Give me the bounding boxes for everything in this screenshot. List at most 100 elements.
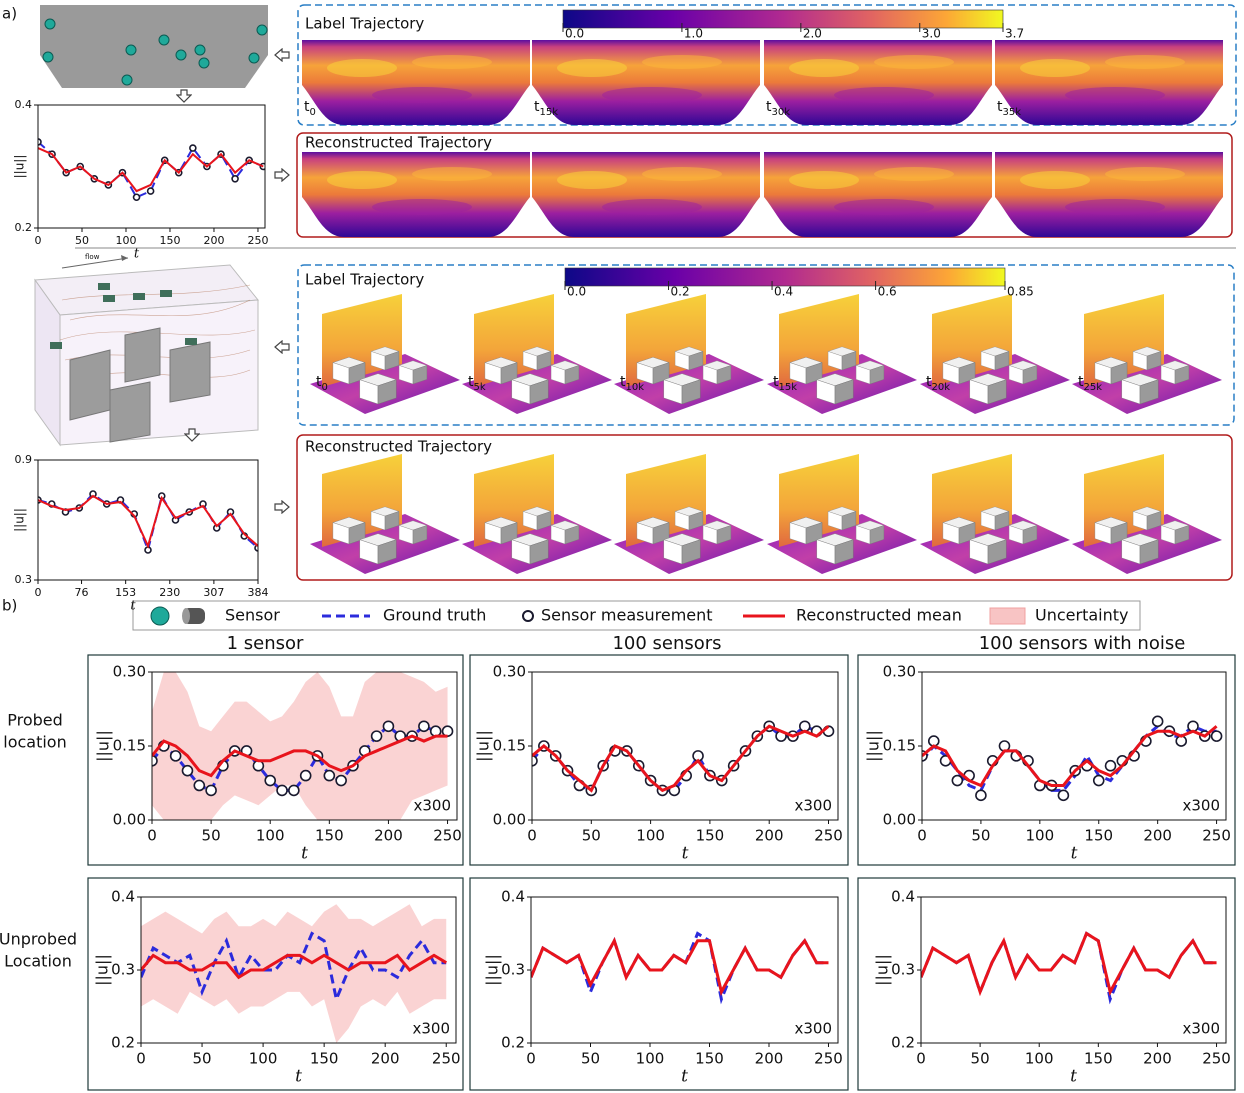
arrow [275,501,289,513]
ground-truth-line [531,934,828,1000]
arrow [275,341,289,353]
chart: 0761532303073840.30.9t||u|| [13,453,269,614]
page: a) b) flow Sensor Ground truth Sensor me… [0,0,1244,1093]
x-tick-label: 100 [115,234,136,247]
x-tick-label: 153 [115,586,136,599]
annotation: x300 [1182,1020,1220,1038]
reconstruction-line [921,934,1217,992]
x-tick-label: 384 [248,586,269,599]
y-axis-label: ||u|| [873,954,892,986]
label-snapshot [310,294,460,414]
measurement-marker [952,776,962,786]
measurement-marker [383,721,393,731]
x-tick-label: 0 [35,586,42,599]
measurement-marker [1153,716,1163,726]
legend: Sensor Ground truth Sensor measurement R… [133,601,1140,630]
measurement-marker [194,780,204,790]
y-axis-label: ||u|| [13,508,27,532]
ground-truth-line [38,494,258,550]
x-tick-label: 150 [696,827,725,845]
y-axis-label: ||u|| [13,155,27,179]
measurement-marker [324,771,334,781]
label-snapshot [614,294,764,414]
arrow [275,49,289,61]
colorbar-tick-label: 1.0 [684,27,703,41]
x-tick-label: 200 [1143,827,1172,845]
row-label: Unprobed [0,930,77,949]
x-tick-label: 200 [203,234,224,247]
label-snapshot [995,40,1223,125]
measurement-marker [289,785,299,795]
colorbar [565,268,1005,286]
x-tick-label: 100 [1026,827,1055,845]
x-tick-label: 0 [35,234,42,247]
plot-area [531,934,828,1000]
label-snapshot [302,40,530,125]
axes-frame [531,897,838,1043]
x-tick-label: 200 [755,1050,784,1068]
x-tick-label: 50 [192,1050,211,1068]
x-tick-label: 200 [1143,1050,1172,1068]
colorbar-tick-label: 0.4 [774,285,793,299]
row-label: Location [4,952,72,971]
arrow [177,90,191,102]
measurement-marker [148,188,154,194]
measurement-marker [182,766,192,776]
column-title: 100 sensors with noise [979,633,1186,654]
chart: 0501001502002500.000.150.30t||u||x300 [864,663,1231,864]
x-tick-label: 76 [75,586,89,599]
x-tick-label: 100 [256,827,285,845]
x-axis-label: t [1070,1067,1077,1087]
measurement-marker [1094,776,1104,786]
measurement-marker [372,731,382,741]
y-tick-label: 0.4 [501,888,525,906]
measurement-marker [976,790,986,800]
time-subscript: 5k [474,382,486,393]
chart: 0501001502002500.20.30.4t||u||x300 [873,888,1231,1087]
y-tick-label: 0.30 [113,663,146,681]
measurement-marker [1212,731,1222,741]
x-tick-label: 150 [310,1050,339,1068]
colorbar-tick-label: 0.0 [567,285,586,299]
box-title: Reconstructed Trajectory [305,438,492,456]
colorbar-tick-label: 3.0 [922,27,941,41]
plot-area [921,934,1217,1000]
channel-sketch [40,5,268,88]
chart: 0501001502002500.000.150.30t||u||x300 [474,663,843,864]
x-tick-label: 250 [1202,827,1231,845]
axes-frame [921,897,1226,1043]
measurement-marker [1106,761,1116,771]
x-axis-label: t [1071,844,1078,864]
time-subscript: 10k [626,382,645,393]
reconstruction-line [531,941,828,992]
x-tick-label: 0 [136,1050,146,1068]
time-subscript: 25k [1084,382,1103,393]
colorbar-tick-label: 0.0 [565,27,584,41]
x-tick-label: 230 [159,586,180,599]
time-subscript: 35k [1003,107,1022,118]
y-tick-label: 0.3 [111,961,135,979]
x-axis-label: t [295,1067,302,1087]
x-tick-label: 250 [1202,1050,1231,1068]
legend-label: Sensor [225,606,280,625]
colorbar-tick-label: 0.85 [1007,285,1034,299]
recon-snapshot [920,454,1070,574]
x-tick-label: 100 [1025,1050,1054,1068]
recon-snapshot [764,152,992,237]
recon-snapshot [302,152,530,237]
y-tick-label: 0.3 [891,961,915,979]
x-tick-label: 0 [526,1050,536,1068]
y-tick-label: 0.3 [501,961,525,979]
annotation: x300 [412,1020,450,1038]
y-tick-label: 0.9 [15,453,33,466]
box-title: Label Trajectory [305,271,424,289]
time-subscript: 15k [779,382,798,393]
chart: 0501001502002500.000.150.30t||u||x300 [94,663,462,864]
x-axis-label: t [301,844,308,864]
y-tick-label: 0.30 [493,663,526,681]
time-subscript: 15k [540,107,559,118]
annotation: x300 [1182,797,1220,815]
x-axis-label: t [134,247,140,262]
recon-snapshot [614,454,764,574]
colorbar [563,10,1003,28]
